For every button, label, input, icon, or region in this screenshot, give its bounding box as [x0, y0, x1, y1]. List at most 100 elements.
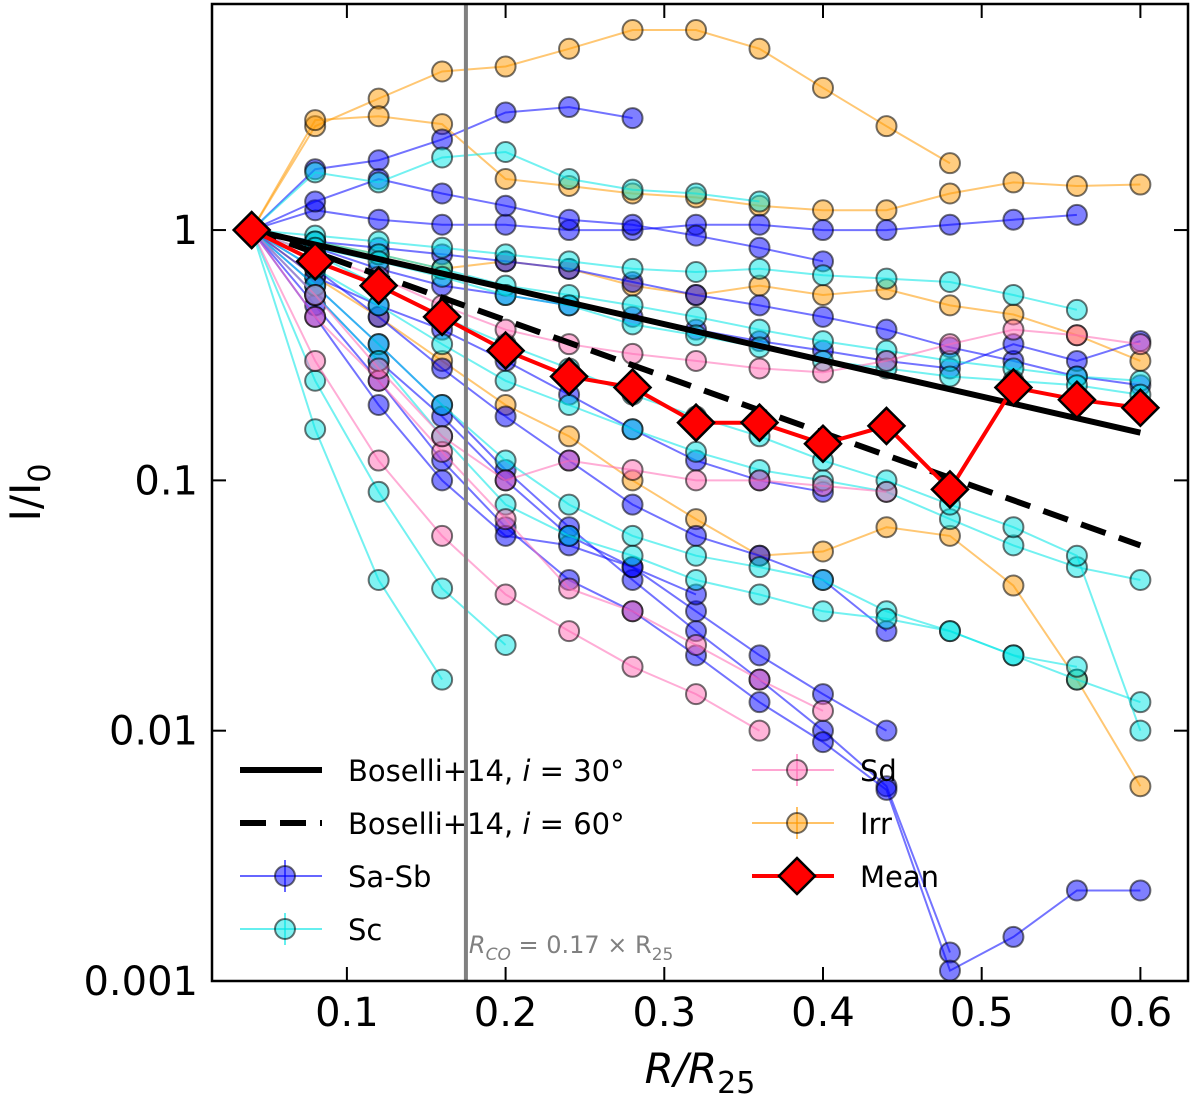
data-point	[431, 213, 454, 236]
data-point	[875, 349, 898, 372]
data-point	[1129, 719, 1152, 742]
boselli-60-line	[250, 227, 1142, 549]
x-tick-label: 0.6	[1109, 990, 1173, 1036]
data-point	[748, 556, 771, 579]
data-point	[304, 161, 327, 184]
data-point	[621, 418, 644, 441]
data-point	[494, 141, 517, 164]
x-tick-label: 0.4	[791, 990, 855, 1036]
data-point	[1002, 574, 1025, 597]
mean-point	[930, 469, 970, 510]
data-point	[685, 18, 708, 41]
data-point	[1129, 333, 1152, 356]
axis-ticks: 0.1 0.2 0.3 0.4 0.5 0.6 0.001 0.01 0.1 1	[83, 4, 1188, 1036]
data-point	[1065, 203, 1088, 226]
data-point	[367, 208, 390, 231]
data-point	[811, 474, 834, 497]
legend-swatch-marker	[274, 865, 296, 887]
data-point	[875, 607, 898, 630]
series-line	[250, 29, 951, 231]
mean-point	[1057, 379, 1097, 420]
y-tick-label: 0.001	[83, 959, 198, 1005]
data-point	[621, 213, 644, 236]
data-point	[1129, 775, 1152, 798]
data-point	[494, 55, 517, 78]
data-point	[811, 305, 834, 328]
data-point	[811, 568, 834, 591]
y-axis-label: I/I0	[1, 463, 58, 521]
data-point	[494, 243, 517, 266]
mean-point	[295, 241, 335, 282]
data-point	[431, 333, 454, 356]
series-line	[251, 229, 824, 493]
data-point	[431, 146, 454, 169]
series-sd-25	[240, 219, 771, 742]
legend-label: Boselli+14, i = 60°	[348, 807, 625, 841]
mean-point	[676, 402, 716, 443]
data-point	[748, 583, 771, 606]
data-point	[748, 236, 771, 259]
data-point	[558, 620, 581, 643]
rco-label: RCO = 0.17 × R25	[469, 931, 673, 965]
data-point	[1002, 284, 1025, 307]
data-point	[1002, 644, 1025, 667]
data-point	[685, 568, 708, 591]
data-point	[621, 342, 644, 365]
axis-labels: R/R25 I/I0	[1, 463, 755, 1096]
data-point	[558, 425, 581, 448]
data-point	[304, 369, 327, 392]
data-point	[811, 219, 834, 242]
data-point	[1065, 879, 1088, 902]
data-point	[748, 213, 771, 236]
data-point	[431, 668, 454, 691]
data-point	[938, 152, 961, 175]
data-point	[938, 294, 961, 317]
data-point	[938, 271, 961, 294]
data-point	[621, 18, 644, 41]
data-point	[558, 449, 581, 472]
legend-entry-b60: Boselli+14, i = 60°	[240, 807, 625, 841]
data-point	[431, 394, 454, 417]
data-point	[748, 469, 771, 492]
data-point	[367, 105, 390, 128]
data-point	[621, 178, 644, 201]
mean-series-layer	[231, 210, 1161, 510]
x-tick-label: 0.3	[632, 990, 696, 1036]
data-point	[494, 469, 517, 492]
data-point	[367, 149, 390, 172]
data-point	[431, 524, 454, 547]
mean-point	[1120, 388, 1161, 428]
data-point	[685, 284, 708, 307]
mean-point	[422, 297, 462, 337]
data-point	[811, 284, 834, 307]
data-point	[431, 425, 454, 448]
data-point	[621, 655, 644, 678]
data-point	[685, 544, 708, 567]
data-point	[621, 600, 644, 623]
data-point	[621, 257, 644, 280]
data-point	[811, 361, 834, 384]
x-tick-label: 0.5	[950, 990, 1014, 1036]
data-point	[685, 633, 708, 656]
data-point	[938, 333, 961, 356]
data-point	[748, 691, 771, 714]
data-point	[875, 778, 898, 801]
data-point	[304, 349, 327, 372]
legend-label: Sc	[348, 913, 382, 947]
data-point	[748, 294, 771, 317]
y-tick-label: 0.1	[134, 458, 198, 504]
data-point	[304, 305, 327, 328]
data-point	[558, 208, 581, 231]
mean-point	[485, 330, 526, 371]
x-axis-label: R/R25	[645, 1044, 756, 1096]
data-point	[748, 644, 771, 667]
data-point	[1129, 173, 1152, 196]
legend-label: Mean	[860, 860, 939, 894]
legend-entry-mean: Mean	[752, 856, 939, 896]
data-point	[748, 190, 771, 213]
data-point	[1002, 925, 1025, 948]
data-point	[558, 524, 581, 547]
legend: Boselli+14, i = 30° Boselli+14, i = 60° Sa…	[240, 754, 939, 947]
legend-label: Boselli+14, i = 30°	[348, 754, 625, 788]
series-line	[250, 229, 697, 596]
